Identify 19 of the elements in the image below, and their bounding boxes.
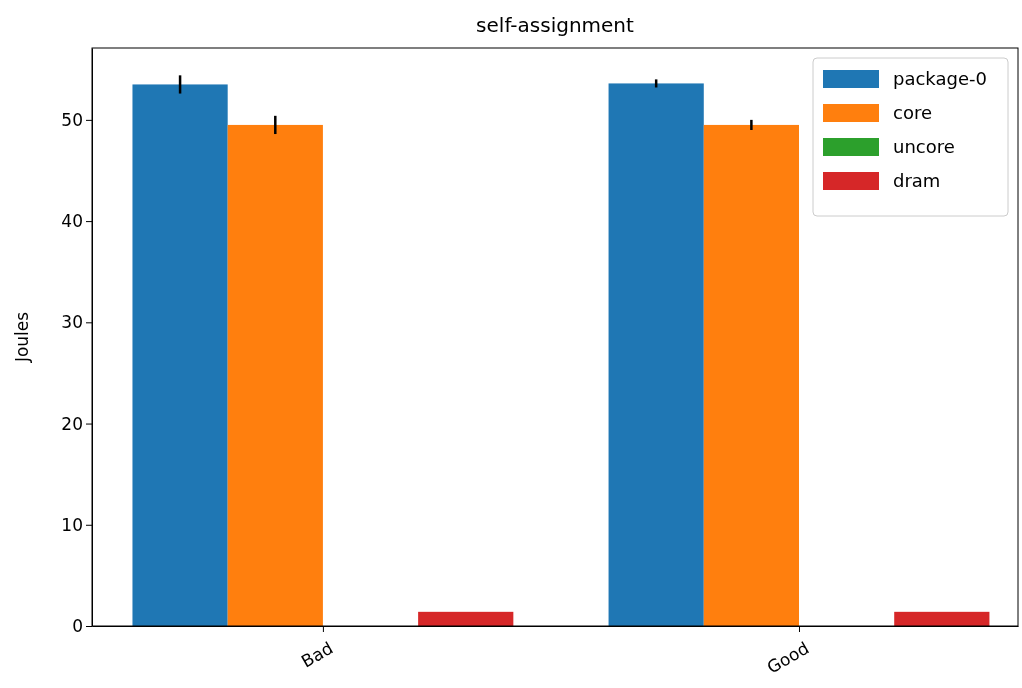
legend-label: package-0 [893,68,987,89]
bar [132,84,228,626]
y-tick-label: 20 [61,413,83,434]
bar [418,611,514,626]
bar [894,611,990,626]
bar [703,124,799,626]
bar [227,124,323,626]
y-tick-label: 40 [61,211,83,232]
legend-label: dram [893,170,941,191]
y-axis-title: Joules [12,311,32,364]
x-tick-label: Bad [297,637,337,672]
y-tick-label: 10 [61,514,83,535]
y-tick-label: 30 [61,312,83,333]
legend-label: core [893,102,932,123]
y-tick-label: 50 [61,109,83,130]
bar [608,83,704,626]
chart-title: self-assignment [476,13,635,37]
legend-label: uncore [893,136,955,157]
y-tick-label: 0 [72,615,83,636]
